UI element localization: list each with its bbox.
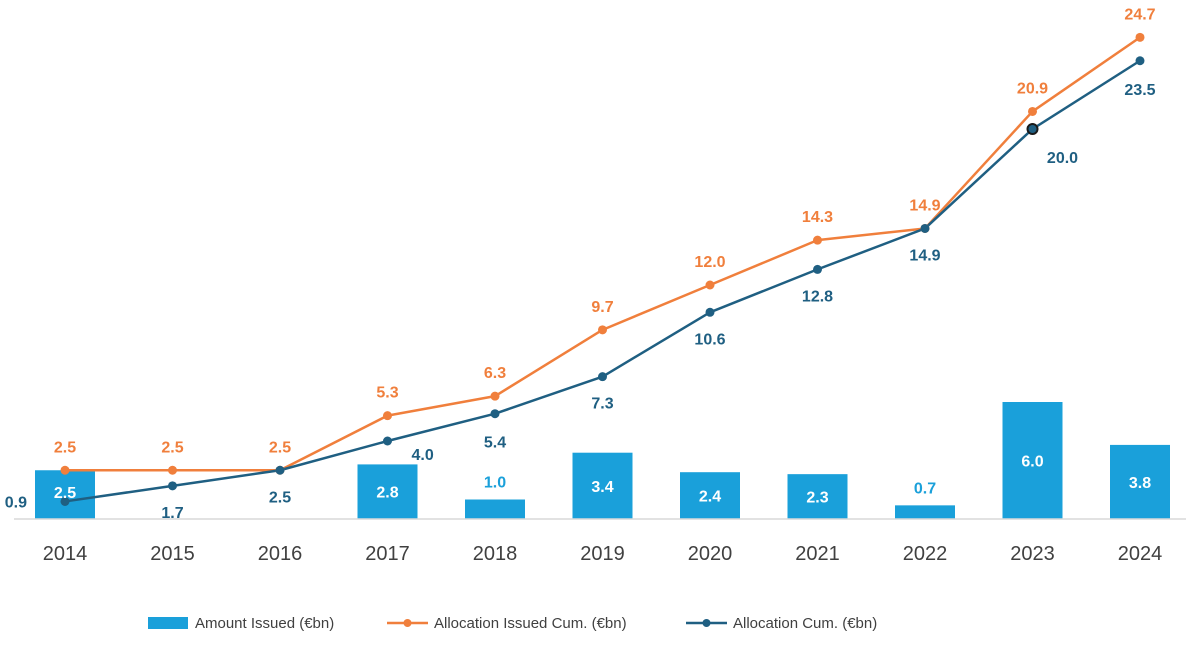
bar-2021 (787, 474, 848, 519)
x-tick-2024: 2024 (1118, 543, 1163, 565)
x-tick-2021: 2021 (795, 543, 840, 565)
x-tick-layer: 2014 2015 2016 2017 2018 2019 2020 2021 2022 2023… (43, 543, 1163, 565)
x-tick-2020: 2020 (688, 543, 733, 565)
bar-layer (35, 402, 1170, 519)
bar-label-2014: 2.5 (54, 485, 76, 502)
x-tick-2017: 2017 (365, 543, 410, 565)
allocation-cum-label-2023: 20.0 (1047, 150, 1078, 167)
issued-cum-point-2015 (168, 465, 177, 475)
allocation-cum-label-2021: 12.8 (802, 288, 833, 305)
bar-2014 (35, 470, 95, 519)
legend-label-allocation-cum: Allocation Cum. (€bn) (733, 615, 877, 632)
allocation-cum-line (64, 59, 1141, 503)
bar-label-2019: 3.4 (591, 479, 613, 496)
x-tick-2019: 2019 (580, 543, 625, 565)
bar-label-2018: 1.0 (484, 475, 506, 492)
line-layer (60, 32, 1145, 506)
allocation-cum-label-2014: 0.9 (5, 494, 27, 511)
x-tick-2018: 2018 (473, 543, 518, 565)
issued-cum-point-2017 (383, 411, 392, 421)
issued-cum-label-2021: 14.3 (802, 209, 833, 226)
allocation-cum-point-2015 (168, 481, 177, 491)
legend-marker-issued-cum (403, 619, 412, 627)
allocation-cum-label-2017: 4.0 (412, 447, 434, 464)
x-tick-2016: 2016 (258, 543, 303, 565)
bar-label-2023: 6.0 (1021, 454, 1043, 471)
allocation-cum-label-2018: 5.4 (484, 435, 506, 452)
issued-cum-label-2019: 9.7 (591, 299, 613, 316)
bar-2023 (1002, 402, 1063, 519)
issued-cum-point-2014 (60, 465, 70, 475)
allocation-cum-point-2024 (1135, 56, 1145, 66)
legend-label-amount-issued: Amount Issued (€bn) (195, 615, 334, 632)
x-tick-2023: 2023 (1010, 543, 1055, 565)
allocation-cum-point-2021 (813, 264, 822, 274)
allocation-cum-label-2016: 2.5 (269, 489, 291, 506)
bar-2017 (357, 464, 418, 519)
legend: Amount Issued (€bn) Allocation Issued Cum… (148, 615, 877, 632)
issued-cum-label-2015: 2.5 (161, 439, 183, 456)
issued-cum-point-2020 (705, 280, 715, 290)
bar-2020 (680, 472, 740, 519)
bar-2019 (572, 452, 633, 519)
allocation-cum-label-2022: 14.9 (909, 247, 940, 264)
allocation-cum-label-2019: 7.3 (591, 396, 613, 413)
issued-cum-point-2021 (813, 235, 822, 245)
allocation-cum-point-2014 (60, 496, 70, 506)
issued-cum-label-2016: 2.5 (269, 439, 291, 456)
allocation-cum-label-2024: 23.5 (1124, 82, 1155, 99)
bar-label-2024: 3.8 (1129, 475, 1151, 492)
x-tick-2022: 2022 (903, 543, 948, 565)
allocation-cum-point-2022 (920, 223, 930, 233)
bar-label-2022: 0.7 (914, 480, 936, 497)
legend-marker-allocation-cum (702, 619, 711, 627)
issued-cum-label-2022: 14.9 (909, 197, 940, 214)
x-tick-2014: 2014 (43, 543, 88, 565)
issued-cum-label-2017: 5.3 (376, 385, 398, 402)
legend-swatch-amount-issued (148, 617, 188, 629)
bar-label-2021: 2.3 (806, 490, 828, 507)
allocation-cum-point-2017 (383, 436, 392, 446)
allocation-cum-point-2016 (275, 465, 285, 475)
issued-cum-label-2020: 12.0 (694, 254, 725, 271)
issued-cum-label-2014: 2.5 (54, 439, 76, 456)
issued-cum-label-2018: 6.3 (484, 365, 506, 382)
allocation-cum-point-2020 (705, 307, 715, 317)
issued-cum-point-2018 (490, 391, 500, 401)
issued-cum-label-2023: 20.9 (1017, 80, 1048, 97)
allocation-cum-point-2019 (598, 372, 607, 382)
allocation-cum-point-2023 (1026, 123, 1039, 135)
allocation-cum-label-2020: 10.6 (694, 331, 725, 348)
issued-cum-point-2023 (1028, 106, 1037, 116)
bar-label-2017: 2.8 (376, 485, 398, 502)
issued-cum-point-2019 (598, 325, 607, 335)
allocation-cum-point-2018 (490, 409, 500, 419)
allocation-cum-label-2015: 1.7 (161, 505, 183, 522)
issued-cum-label-2024: 24.7 (1124, 6, 1155, 23)
legend-label-issued-cum: Allocation Issued Cum. (€bn) (434, 615, 627, 632)
bar-2024 (1110, 444, 1170, 519)
issued-cum-point-2024 (1135, 32, 1145, 42)
bar-label-2020: 2.4 (699, 489, 721, 506)
bar-2022 (895, 505, 955, 519)
bar-2018 (465, 499, 525, 519)
data-label-layer: 2.5 2.8 1.0 3.4 2.4 2.3 0.7 6.0 3.8 2.5 2.5 2.5 5.3 6… (5, 6, 1156, 522)
x-tick-2015: 2015 (150, 543, 195, 565)
